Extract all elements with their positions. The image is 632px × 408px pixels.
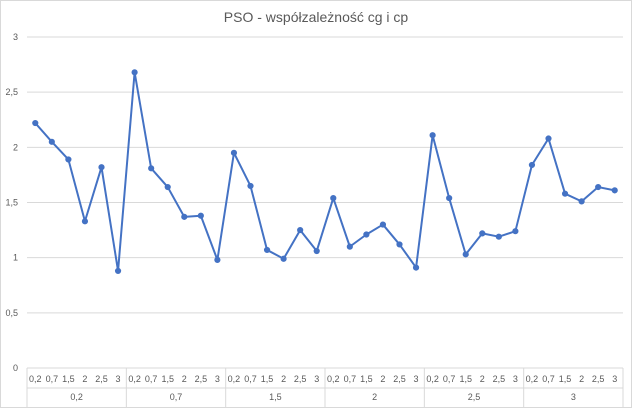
data-point bbox=[48, 138, 55, 145]
x-tick-label: 1,5 bbox=[62, 374, 75, 384]
y-tick-label: 0,5 bbox=[5, 308, 18, 318]
data-point bbox=[528, 161, 536, 169]
x-tick-label: 0,7 bbox=[344, 374, 357, 384]
data-point bbox=[32, 119, 39, 127]
x-group-label: 0,7 bbox=[170, 392, 183, 402]
x-tick-label: 1,5 bbox=[360, 374, 373, 384]
x-tick-label: 2 bbox=[182, 374, 187, 384]
gridlines bbox=[27, 36, 623, 369]
x-tick-label: 2 bbox=[82, 374, 87, 384]
data-point bbox=[131, 69, 138, 76]
x-tick-label: 0,2 bbox=[526, 374, 539, 384]
x-tick-label: 2,5 bbox=[195, 374, 208, 384]
x-tick-label: 0,2 bbox=[327, 374, 340, 384]
data-point bbox=[429, 132, 436, 139]
data-point bbox=[512, 228, 519, 235]
x-tick-label: 1,5 bbox=[261, 374, 274, 384]
x-group-label: 2 bbox=[372, 392, 377, 402]
data-point bbox=[247, 182, 254, 190]
data-point bbox=[181, 213, 188, 220]
x-tick-label: 0,7 bbox=[542, 374, 555, 384]
y-tick-label: 2,5 bbox=[5, 87, 18, 97]
y-tick-label: 2 bbox=[13, 142, 18, 152]
x-tick-label: 1,5 bbox=[559, 374, 572, 384]
chart-title: PSO - współzależność cg i cp bbox=[224, 9, 409, 25]
x-tick-label: 2 bbox=[480, 374, 485, 384]
x-tick-label: 3 bbox=[513, 374, 518, 384]
x-tick-label: 1,5 bbox=[161, 374, 174, 384]
data-point bbox=[230, 149, 238, 156]
data-point bbox=[479, 230, 486, 237]
x-tick-label: 3 bbox=[314, 374, 319, 384]
x-group-label: 2,5 bbox=[468, 392, 481, 402]
x-group-label: 3 bbox=[571, 392, 576, 402]
data-point bbox=[263, 246, 271, 254]
data-point bbox=[495, 233, 502, 240]
x-tick-label: 3 bbox=[612, 374, 617, 384]
x-tick-label: 0,7 bbox=[46, 374, 59, 384]
data-point bbox=[412, 264, 420, 271]
data-point bbox=[462, 251, 469, 258]
x-tick-label: 2,5 bbox=[294, 374, 307, 384]
x-tick-label: 2,5 bbox=[493, 374, 506, 384]
data-point bbox=[164, 183, 171, 191]
data-point bbox=[330, 194, 337, 202]
series-layer bbox=[32, 69, 618, 275]
data-point bbox=[214, 256, 221, 263]
series-line bbox=[34, 71, 615, 272]
x-tick-label: 3 bbox=[116, 374, 121, 384]
x-tick-label: 2,5 bbox=[95, 374, 108, 384]
x-tick-label: 2,5 bbox=[592, 374, 605, 384]
data-point bbox=[280, 255, 287, 262]
data-point bbox=[98, 164, 105, 171]
data-point bbox=[561, 190, 569, 197]
x-tick-label: 2 bbox=[579, 374, 584, 384]
x-tick-label: 2,5 bbox=[393, 374, 406, 384]
y-tick-label: 3 bbox=[13, 32, 18, 42]
data-point bbox=[545, 135, 552, 142]
data-point bbox=[446, 194, 453, 202]
data-point bbox=[578, 198, 585, 205]
data-point bbox=[346, 243, 353, 250]
data-point bbox=[65, 156, 72, 163]
x-tick-label: 3 bbox=[215, 374, 220, 384]
data-point bbox=[297, 226, 304, 234]
x-tick-label: 0,2 bbox=[29, 374, 42, 384]
data-point bbox=[81, 218, 89, 225]
data-point bbox=[114, 267, 122, 275]
data-point bbox=[595, 183, 602, 191]
x-tick-label: 0,2 bbox=[128, 374, 141, 384]
x-tick-label: 3 bbox=[414, 374, 419, 384]
data-point bbox=[197, 212, 204, 219]
data-point bbox=[313, 247, 320, 255]
x-tick-label: 2 bbox=[380, 374, 385, 384]
x-axis: 0,2 0,7 1,5 2 2,5 3 0,2 0,7 1,5 2 2,5 3 0,2 0,7 1,5 2 2,… bbox=[26, 368, 624, 407]
data-point bbox=[379, 221, 387, 228]
x-tick-label: 0,7 bbox=[244, 374, 257, 384]
x-group-label: 1,5 bbox=[269, 392, 282, 402]
data-point bbox=[363, 231, 370, 238]
x-tick-label: 0,7 bbox=[145, 374, 158, 384]
x-group-label: 0,2 bbox=[70, 392, 83, 402]
y-tick-label: 1,5 bbox=[5, 198, 18, 208]
data-point bbox=[148, 165, 155, 172]
y-tick-label: 0 bbox=[13, 363, 18, 373]
x-tick-label: 0,2 bbox=[426, 374, 439, 384]
x-tick-label: 0,2 bbox=[228, 374, 241, 384]
data-point bbox=[396, 241, 403, 248]
x-tick-label: 0,7 bbox=[443, 374, 456, 384]
y-axis-ticks: 0 0,5 1 1,5 2 2,5 3 bbox=[5, 32, 18, 373]
x-tick-label: 2 bbox=[281, 374, 286, 384]
y-tick-label: 1 bbox=[13, 253, 18, 263]
x-tick-label: 1,5 bbox=[459, 374, 472, 384]
data-point bbox=[611, 187, 618, 194]
